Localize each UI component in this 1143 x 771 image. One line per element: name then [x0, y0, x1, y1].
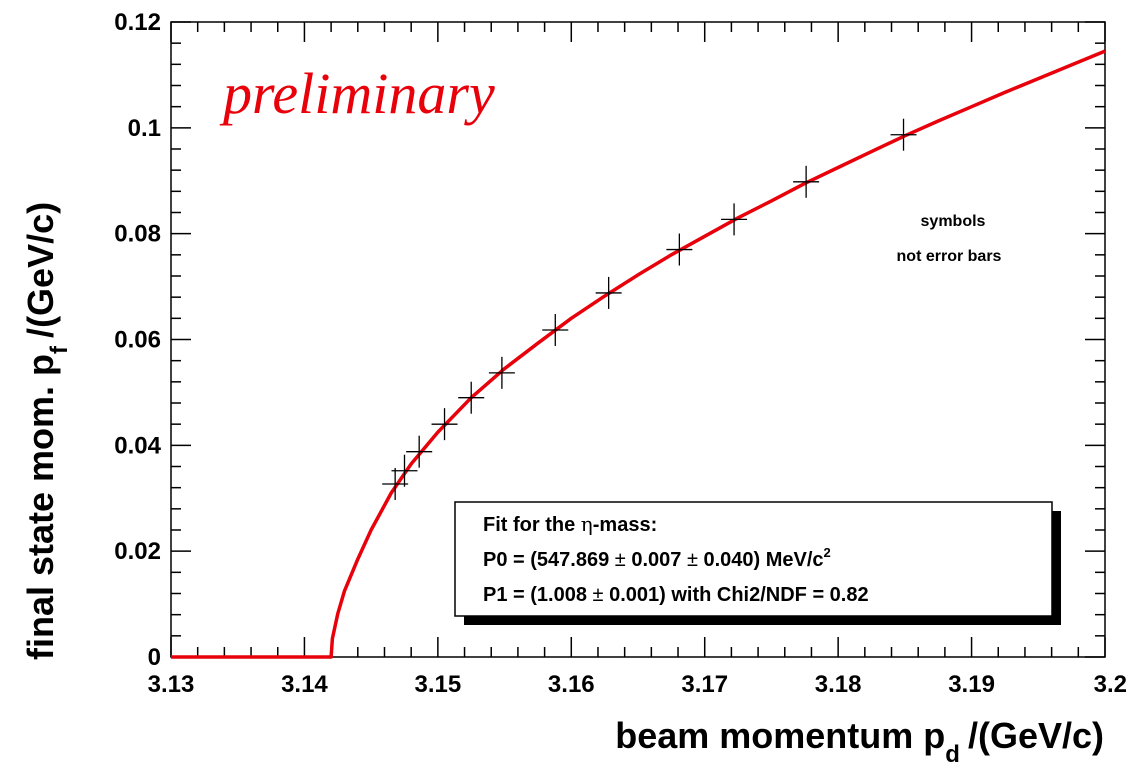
fit-curve-layer	[171, 49, 1106, 659]
x-tick-label: 3.13	[148, 671, 195, 698]
x-tick-label: 3.14	[281, 671, 328, 698]
plot-frame	[170, 21, 1106, 658]
y-tick-label: 0.1	[128, 115, 161, 142]
y-tick-label: 0.08	[114, 221, 161, 248]
y-tick-label: 0.04	[114, 432, 161, 459]
data-point	[431, 408, 458, 441]
y-axis-title: final state mom. pf/(GeV/c)	[20, 202, 73, 660]
data-point	[488, 356, 515, 389]
data-point	[542, 313, 569, 346]
legend-line-3: P1 = (1.008 ± 0.001) with Chi2/NDF = 0.8…	[483, 584, 869, 606]
data-points-layer	[382, 118, 917, 500]
x-tick-label: 3.2	[1094, 671, 1127, 698]
note-symbols: symbols	[921, 213, 986, 230]
legend-line-1: Fit for the η-mass:	[483, 512, 657, 536]
y-tick-label: 0	[148, 644, 161, 671]
y-tick-label: 0.06	[114, 327, 161, 354]
y-tick-label: 0.02	[114, 538, 161, 565]
legend-box	[454, 501, 1053, 617]
data-point	[406, 435, 433, 468]
fit-curve	[171, 49, 1106, 659]
data-point	[458, 381, 485, 414]
x-axis-title: beam momentum pd/(GeV/c)	[615, 715, 1104, 768]
preliminary-watermark: preliminary	[219, 61, 495, 126]
legend-line-2: P0 = (547.869 ± 0.007 ± 0.040) MeV/c2	[483, 545, 831, 571]
data-point	[595, 276, 622, 309]
x-tick-label: 3.18	[815, 671, 862, 698]
x-tick-label: 3.17	[681, 671, 728, 698]
data-point	[890, 118, 917, 151]
note-not-error-bars: not error bars	[897, 248, 1002, 265]
data-point	[793, 165, 820, 198]
x-tick-label: 3.16	[548, 671, 595, 698]
y-tick-label: 0.12	[114, 9, 161, 36]
data-point	[382, 467, 409, 500]
fit-legend: Fit for the η-mass: P0 = (547.869 ± 0.00…	[454, 501, 1061, 625]
data-point	[391, 454, 418, 487]
x-tick-label: 3.19	[948, 671, 995, 698]
data-point	[666, 233, 693, 266]
data-point	[721, 203, 748, 236]
tick-labels: 3.13 3.14 3.15 3.16 3.17 3.18 3.19 3.2 0 0.02 0.04…	[114, 9, 1127, 698]
x-tick-label: 3.15	[414, 671, 461, 698]
